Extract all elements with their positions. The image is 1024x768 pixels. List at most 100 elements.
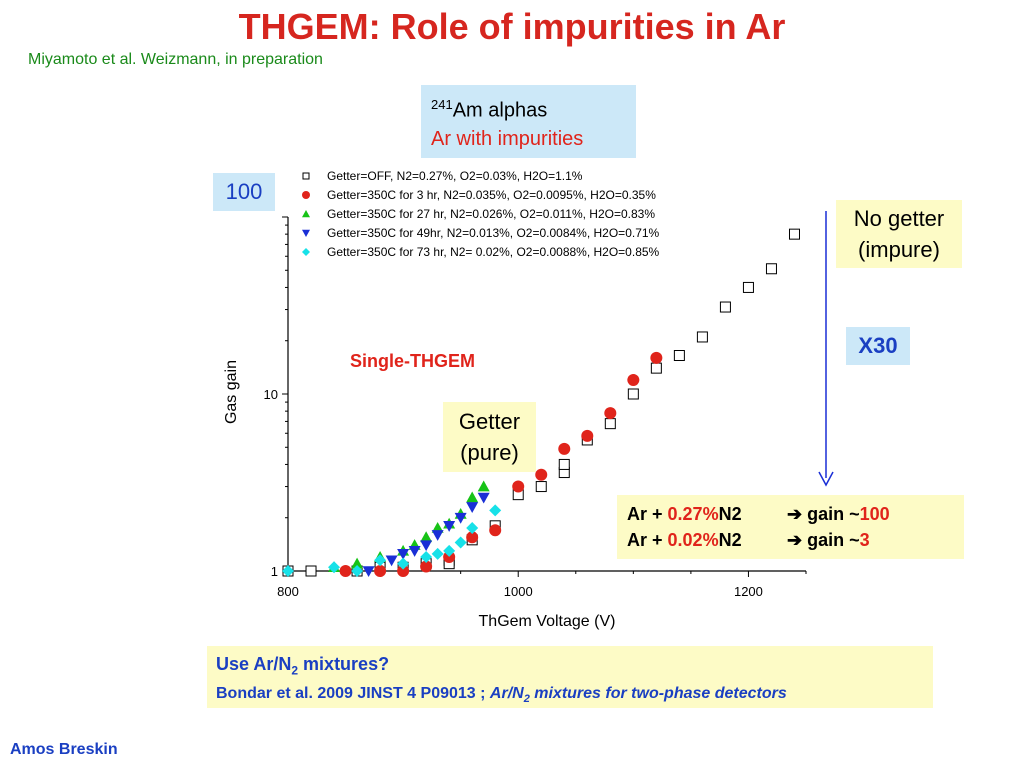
legend-entry: Getter=350C for 27 hr, N2=0.026%, O2=0.0… (327, 207, 655, 221)
data-point (788, 228, 800, 240)
gain-row2-pct: 0.02% (667, 530, 719, 550)
data-point (477, 480, 490, 492)
chart-axes: 800 1000 1200 1 10 (264, 216, 807, 599)
data-point (362, 566, 375, 577)
legend-marker (302, 210, 310, 218)
gain-row-1: Ar + 0.27%N2 ➔ gain ~100 (627, 501, 954, 527)
data-point (742, 281, 754, 293)
data-point (374, 565, 387, 577)
reference-citation: Bondar et al. 2009 JINST 4 P09013 ; Ar/N… (216, 683, 924, 710)
comparison-arrow-head (818, 471, 834, 487)
question-text-a: Use Ar/N (216, 654, 292, 674)
arrow-icon: ➔ (787, 504, 803, 524)
reference-question: Use Ar/N2 mixtures? (216, 652, 924, 683)
data-point (443, 544, 456, 557)
y-tick-label: 10 (264, 387, 278, 402)
slide-title: THGEM: Role of impurities in Ar (238, 6, 786, 47)
reference-box: Use Ar/N2 mixtures? Bondar et al. 2009 J… (207, 646, 933, 708)
data-point (385, 555, 398, 567)
data-point (420, 560, 433, 573)
data-point (420, 531, 433, 543)
no-getter-callout: No getter (impure) (836, 200, 962, 268)
data-point (696, 331, 708, 343)
data-point (408, 546, 421, 557)
no-getter-line1: No getter (853, 206, 945, 231)
question-text-b: mixtures? (298, 654, 390, 674)
data-point (420, 540, 433, 552)
data-point (443, 550, 456, 563)
data-point (443, 521, 456, 532)
data-point (397, 565, 410, 577)
data-point (466, 531, 479, 544)
gain-row2-gas: N2 (718, 530, 742, 550)
data-point (627, 388, 639, 400)
data-point (535, 481, 547, 493)
legend-marker (302, 172, 310, 180)
gain-row2-prefix: Ar + (627, 530, 668, 550)
getter-line2: (pure) (460, 440, 519, 465)
legend-entry: Getter=350C for 49hr, N2=0.013%, O2=0.00… (327, 226, 660, 240)
data-point (627, 373, 640, 386)
no-getter-line2: (impure) (858, 237, 940, 262)
data-point (581, 429, 594, 442)
author-name: Amos Breskin (10, 741, 118, 758)
series-2 (339, 351, 663, 577)
data-point (305, 565, 317, 577)
citation-subscript: 2 (523, 692, 530, 705)
legend-entry: Getter=OFF, N2=0.27%, O2=0.03%, H2O=1.1% (327, 169, 583, 183)
gain-row1-pct: 0.27% (667, 504, 719, 524)
data-point (466, 502, 479, 513)
y-tick-label: 1 (271, 564, 278, 579)
legend-marker (302, 191, 310, 199)
x-tick-label: 800 (277, 584, 299, 599)
data-point (282, 565, 294, 577)
data-point (466, 521, 479, 534)
legend-entry: Getter=350C for 3 hr, N2=0.035%, O2=0.00… (327, 188, 656, 202)
data-point (650, 362, 662, 374)
y-axis-title: Gas gain (223, 360, 240, 424)
data-point (719, 301, 731, 313)
gain-row2-value: 3 (859, 530, 870, 550)
gain-row2-text: gain ~ (807, 530, 860, 550)
data-point (558, 442, 571, 455)
gain-summary-box: Ar + 0.27%N2 ➔ gain ~100 Ar + 0.02%N2 ➔ ga… (617, 495, 964, 559)
gain-row1-text: gain ~ (807, 504, 860, 524)
data-point (489, 504, 502, 517)
source-box: 241Am alphas Ar with impurities (421, 85, 636, 158)
data-point (512, 480, 525, 493)
arrow-icon: ➔ (787, 530, 803, 550)
data-point (673, 350, 685, 362)
legend-marker (302, 229, 310, 237)
data-point (374, 554, 387, 567)
chart-legend: Getter=OFF, N2=0.27%, O2=0.03%, H2O=1.1%… (302, 169, 660, 259)
data-point (431, 547, 444, 560)
gain-row1-value: 100 (859, 504, 890, 524)
data-point (454, 536, 467, 549)
data-point (351, 565, 364, 577)
data-point (339, 565, 352, 577)
slide-subtitle: Miyamoto et al. Weizmann, in preparation (28, 51, 323, 68)
gain-row-2: Ar + 0.02%N2 ➔ gain ~3 (627, 527, 954, 553)
getter-callout: Getter (pure) (443, 402, 536, 472)
data-point (604, 418, 616, 430)
data-point (604, 407, 617, 420)
data-point (454, 512, 467, 524)
series-5 (282, 504, 502, 577)
x-tick-label: 1200 (734, 584, 763, 599)
citation-italic-b: mixtures for two-phase detectors (529, 684, 787, 702)
data-point (765, 263, 777, 275)
gain-100-callout: 100 (213, 173, 275, 211)
citation-text: Bondar et al. 2009 JINST 4 P09013 ; (216, 684, 490, 702)
chart-marks (282, 228, 800, 577)
data-point (650, 351, 663, 364)
legend-marker (302, 248, 310, 256)
question-subscript: 2 (291, 663, 299, 678)
x-tick-label: 1000 (504, 584, 533, 599)
data-point (466, 491, 479, 503)
data-point (420, 550, 433, 563)
gain-row1-prefix: Ar + (627, 504, 668, 524)
data-point (477, 492, 490, 504)
source-text: Am alphas (452, 99, 548, 122)
legend-entry: Getter=350C for 73 hr, N2= 0.02%, O2=0.0… (327, 245, 660, 259)
